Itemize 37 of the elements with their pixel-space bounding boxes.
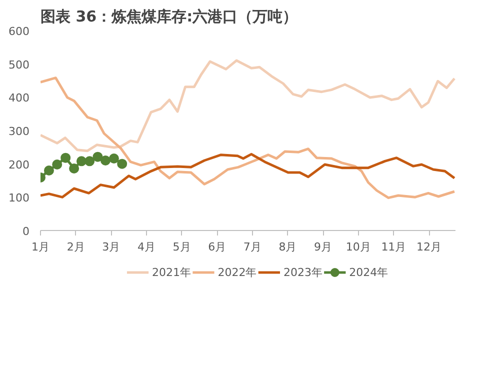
y-tick-label: 0	[22, 225, 30, 238]
x-tick-label: 4月	[137, 240, 156, 254]
legend-label: 2024年	[349, 266, 388, 279]
legend-label: 2021年	[152, 266, 192, 279]
point	[76, 156, 86, 166]
x-tick-label: 2月	[66, 240, 85, 254]
point	[100, 156, 110, 166]
x-tick-label: 3月	[102, 240, 120, 254]
point	[44, 166, 54, 176]
point	[92, 152, 103, 162]
x-tick-label: 10月	[346, 240, 371, 254]
chart-title: 图表 36：炼焦煤库存:六港口（万吨）	[40, 8, 298, 26]
point	[84, 156, 95, 166]
x-tick-label: 9月	[314, 240, 332, 254]
x-tick-label: 1月	[32, 240, 50, 254]
x-tick-label: 5月	[172, 240, 191, 254]
x-tick-label: 11月	[381, 240, 406, 254]
y-tick-label: 100	[8, 192, 30, 205]
point	[117, 158, 128, 169]
x-tick-label: 6月	[208, 240, 226, 254]
y-tick-label: 600	[8, 25, 30, 38]
legend-label: 2023年	[283, 266, 322, 279]
line-series	[40, 59, 456, 152]
x-tick-label: 7月	[243, 240, 262, 254]
point	[108, 154, 119, 164]
point	[52, 160, 62, 170]
point	[60, 152, 71, 163]
y-tick-label: 500	[8, 58, 30, 72]
legend-label: 2022年	[218, 266, 257, 279]
y-tick-label: 200	[8, 158, 30, 172]
point	[69, 164, 80, 174]
y-tick-label: 300	[8, 125, 30, 138]
x-tick-label: 12月	[416, 240, 442, 254]
x-tick-label: 8月	[278, 240, 297, 254]
y-tick-label: 400	[8, 92, 30, 105]
line-series	[40, 152, 456, 198]
line-series	[40, 76, 456, 200]
